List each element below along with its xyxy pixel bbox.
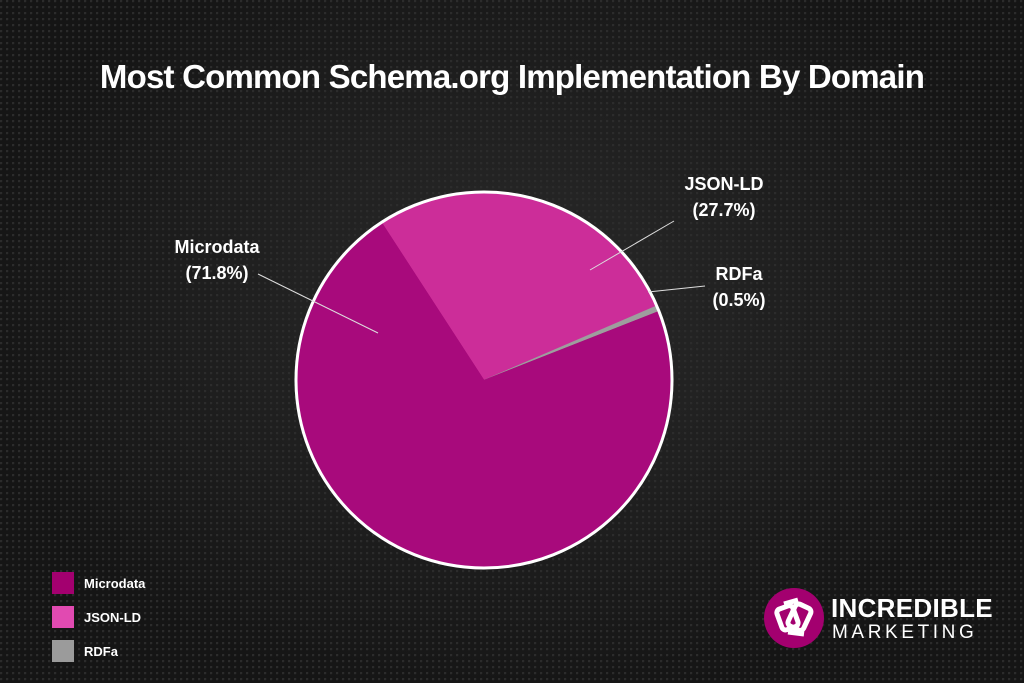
- logo-knot-icon: [774, 597, 814, 637]
- leader-line-microdata: [257, 273, 379, 334]
- slice-label-json-ld: JSON-LD (27.7%): [664, 171, 784, 223]
- legend-item-microdata: Microdata: [52, 566, 145, 600]
- leader-line-rdfa: [647, 285, 706, 293]
- slice-percent-json-ld: (27.7%): [692, 200, 756, 220]
- legend-label-rdfa: RDFa: [84, 643, 118, 659]
- slice-name-json-ld: JSON-LD: [684, 174, 764, 194]
- leader-lines: [257, 220, 706, 334]
- incredible-marketing-logo: INCREDIBLE MARKETING: [764, 588, 994, 648]
- slice-percent-rdfa: (0.5%): [712, 290, 766, 310]
- logo-text-marketing: MARKETING: [832, 622, 978, 643]
- slice-percent-microdata: (71.8%): [185, 263, 249, 283]
- legend-label-microdata: Microdata: [84, 575, 146, 591]
- legend-swatch-json-ld: [52, 606, 74, 628]
- slice-label-rdfa: RDFa (0.5%): [694, 261, 784, 313]
- legend-item-json-ld: JSON-LD: [52, 600, 145, 634]
- legend-swatch-microdata: [52, 572, 74, 594]
- legend-swatch-rdfa: [52, 640, 74, 662]
- chart-legend: Microdata JSON-LD RDFa: [52, 566, 145, 668]
- chart-title: Most Common Schema.org Implementation By…: [99, 58, 925, 95]
- slice-label-microdata: Microdata (71.8%): [156, 234, 278, 286]
- pie-border: [294, 190, 674, 570]
- legend-label-json-ld: JSON-LD: [84, 609, 142, 625]
- slice-name-rdfa: RDFa: [715, 264, 763, 284]
- legend-item-rdfa: RDFa: [52, 634, 145, 668]
- logo-text-incredible: INCREDIBLE: [831, 593, 993, 623]
- pie-slices: [295, 191, 673, 569]
- slice-name-microdata: Microdata: [174, 237, 260, 257]
- leader-line-json-ld: [589, 220, 675, 271]
